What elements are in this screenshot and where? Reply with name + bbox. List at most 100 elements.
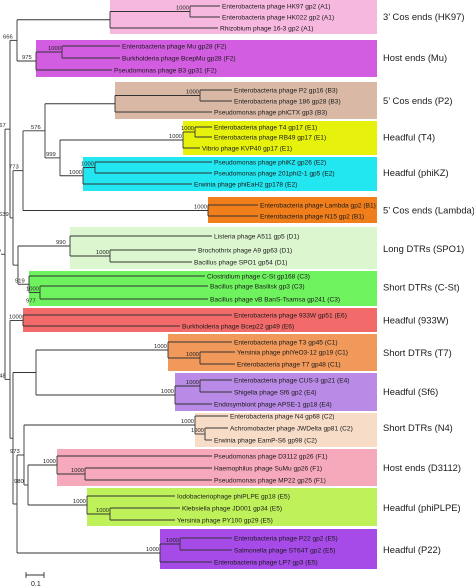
clade-band-t7 [168,334,377,371]
leaf-label: Bacillus phage Basilisk gp3 (C3) [210,283,305,290]
leaf-label: Enterobacteria phage P2 gp16 (B3) [234,87,338,94]
clade-band-lambda [208,197,377,223]
clade-band-p2 [115,82,377,119]
leaf-label: Burkholderia phage BcepMu gp28 (F2) [122,55,236,62]
bootstrap-value: 1000 [181,126,194,132]
group-label-sf6: Headful (Sf6) [383,386,438,397]
bootstrap-value: 773 [9,165,19,171]
clade-band-t4 [183,121,377,155]
bootstrap-values: 1000100097510001000100010001000100010009… [0,6,207,554]
leaf-label: Enterobacteria phage T4 gp17 (E1) [214,124,317,131]
leaf-label: Enterobacteria phage 933W gp51 (E6) [234,312,347,319]
leaf-label: Enterobacteria phage RB49 gp17 (E1) [214,134,326,141]
bootstrap-value: 990 [56,240,66,246]
leaf-labels: Enterobacteria phage HK97 gp2 (A1) Entero… [114,3,376,566]
group-label-p22: Headful (P22) [383,544,441,555]
group-label-933w: Headful (933W) [383,315,449,326]
leaf-label: Enterobacteria phage LP7 gp3 (E5) [214,559,318,566]
bootstrap-value: 977 [26,299,36,305]
leaf-label: Erwinia phage phiEaH2 gp178 (E2) [194,181,297,188]
leaf-label: Enterobacteria phage T7 gp48 (C1) [237,361,341,368]
leaf-label: Listeria phage A511 gp5 (D1) [214,233,299,240]
leaf-label: Pseudomonas phage MP22 gp25 (F1) [214,477,326,484]
leaf-label: Pseudomonas phage 201phi2-1 gp5 (E2) [214,170,335,177]
leaf-label: Shigella phage Sf6 gp2 (E4) [234,389,316,396]
leaf-label: Iodobacteriophage phiPLPE gp18 (E5) [177,493,290,500]
group-label-p2: 5’ Cos ends (P2) [383,95,452,106]
group-label-spo1: Long DTRs (SPO1) [383,243,464,254]
bootstrap-value: 973 [10,449,20,455]
leaf-label: Burkholderia phage Bcep22 gp49 (E6) [182,323,294,330]
leaf-label: Vibrio phage KVP40 gp17 (E1) [202,145,292,152]
bootstrap-value: 1000 [9,315,22,321]
clade-band-933w [23,308,377,332]
bootstrap-value: 1000 [73,499,86,505]
leaf-label: Enterobacteria phage CUS-3 gp21 (E4) [234,377,349,384]
leaf-label: Enterobacteria phage HK022 gp2 (A1) [222,14,334,21]
leaf-label: Achromobacter phage JWDelta gp81 (C2) [230,425,353,432]
leaf-label: Enterobacteria phage 186 gp28 (B3) [234,98,341,105]
bootstrap-value: 666 [3,34,13,40]
group-label-n4: Short DTRs (N4) [383,422,453,433]
leaf-label: Salmonella phage ST64T gp2 (E5) [234,547,335,554]
bootstrap-value: 1000 [96,508,109,514]
leaf-label: Yersinia phage phiYeO3-12 gp19 (C1) [237,349,348,356]
bootstrap-value: 1000 [26,287,39,293]
group-label-phiplpe: Headful (phiPLPE) [383,502,461,513]
leaf-label: Enterobacteria phage Mu gp28 (F2) [122,43,226,50]
bootstrap-value: 1000 [146,547,159,553]
bootstrap-value: 1000 [186,90,199,96]
bootstrap-value: 1000 [169,134,182,140]
clade-band-phikz [83,157,377,191]
bootstrap-value: 1000 [43,459,56,465]
clade-color-bands [23,0,377,569]
bootstrap-value: 1000 [186,380,199,386]
bootstrap-value: 1000 [69,170,82,176]
leaf-label: Pseudomonas phage phiKZ gp26 (E2) [214,159,326,166]
bootstrap-value: 1000 [96,250,109,256]
group-label-mu: Host ends (Mu) [383,52,447,63]
scale-bar: 0.1 [25,572,45,588]
bootstrap-value: 975 [22,55,32,61]
leaf-label: Bacillus phage SPO1 gp54 (D1) [194,259,287,266]
leaf-label: Enterobacteria phage Lambda gp2 (B1) [260,202,376,209]
clade-band-n4 [195,413,377,447]
leaf-label: Pseudomonas phage phiCTX gp3 (B3) [214,109,327,116]
leaf-label: Yersinia phage PY100 gp29 (E5) [177,517,273,524]
group-labels: 3’ Cos ends (HK97) Host ends (Mu) 5’ Cos e… [383,11,474,555]
bootstrap-value: 348 [0,373,6,379]
bootstrap-value: 1000 [166,538,179,544]
bootstrap-value: 999 [46,152,56,158]
leaf-label: Bacillus phage vB BanS-Tsamsa gp241 (C3) [210,296,340,303]
bootstrap-value: 1000 [181,419,194,425]
bootstrap-value: 919 [15,278,25,284]
bootstrap-value: 576 [31,125,41,131]
clade-band-cst [29,271,377,306]
bootstrap-value: 520 [0,248,1,254]
bootstrap-value: 1000 [48,46,61,52]
bootstrap-value: 1000 [154,344,167,350]
bootstrap-value: 1000 [191,428,204,434]
leaf-label: Enterobacteria phage P22 gp2 (E5) [234,535,338,542]
leaf-label: Endosymbiont phage APSE-1 gp18 (E4) [214,401,332,408]
group-label-hk97: 3’ Cos ends (HK97) [383,11,464,22]
group-label-t7: Short DTRs (T7) [383,347,452,358]
leaf-label: Pseudomonas phage B3 gp31 (F2) [114,67,217,74]
bootstrap-value: 1000 [176,6,189,12]
group-label-t4: Headful (T4) [383,132,435,143]
leaf-label: Erwinia phage EamP-S6 gp98 (C2) [214,437,317,444]
bootstrap-value: 1000 [81,162,94,168]
bootstrap-value: 1000 [186,352,199,358]
bootstrap-value: 1000 [71,468,84,474]
group-label-d3112: Host ends (D3112) [383,462,461,473]
group-label-lambda: 5’ Cos ends (Lambda) [383,205,474,216]
bootstrap-value: 1000 [194,205,207,211]
leaf-label: Enterobacteria phage T3 gp45 (C1) [234,339,338,346]
bootstrap-value: 639 [0,212,9,218]
leaf-label: Enterobacteria phage HK97 gp2 (A1) [222,3,331,10]
group-label-phikz: Headful (phiKZ) [383,167,449,178]
leaf-label: Pseudomonas phage D3112 gp26 (F1) [214,453,328,460]
tree-branches [1,5,258,563]
scale-bar-label: 0.1 [31,581,41,588]
